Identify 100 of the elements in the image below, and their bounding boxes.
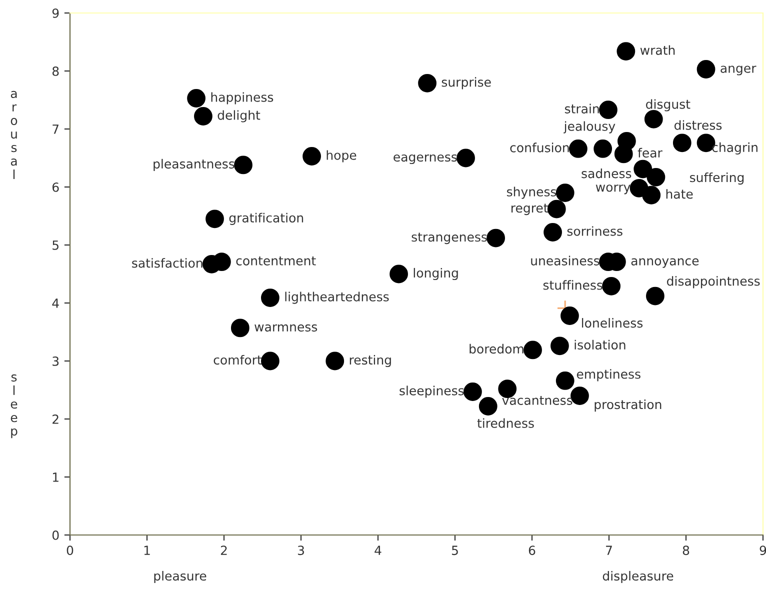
y-tick-label: 4 xyxy=(52,298,59,308)
point xyxy=(302,147,321,166)
annotation: disgust xyxy=(646,99,690,112)
annotation: isolation xyxy=(574,340,626,350)
point xyxy=(550,336,569,356)
text: sleep xyxy=(10,374,18,438)
y-tick-label: 6 xyxy=(52,182,59,192)
x-tick-label: 8 xyxy=(682,546,690,556)
annotation: happiness xyxy=(211,92,274,104)
annotation: strangeness xyxy=(412,232,487,244)
point xyxy=(569,140,588,158)
annotation: surprise xyxy=(442,77,491,90)
annotation: hate xyxy=(666,189,693,199)
annotation: sleepiness xyxy=(400,386,464,398)
point xyxy=(544,223,562,242)
annotation: eagerness xyxy=(394,154,457,164)
point xyxy=(230,318,250,338)
annotation: gratification xyxy=(229,212,304,225)
x-tick-label: 6 xyxy=(528,546,536,556)
annotation: annoyance xyxy=(631,258,699,268)
y-tick-label: 1 xyxy=(53,472,58,482)
point xyxy=(194,107,212,126)
point xyxy=(486,228,506,248)
point xyxy=(672,134,692,152)
x-tick-label: 1 xyxy=(144,546,150,555)
x-axis-title: pleasure xyxy=(154,570,206,584)
point xyxy=(696,60,716,78)
point xyxy=(614,144,633,164)
point xyxy=(524,340,542,360)
annotation: comfort xyxy=(214,354,262,365)
annotation: jealousy xyxy=(564,121,616,134)
point xyxy=(456,148,475,168)
point xyxy=(634,160,652,178)
annotation: uneasiness xyxy=(531,256,600,266)
x-tick-label: 2 xyxy=(220,546,227,555)
point xyxy=(418,74,436,92)
annotation: anger xyxy=(720,66,756,76)
y-tick-label: 9 xyxy=(52,8,59,18)
annotation: longing xyxy=(414,268,458,280)
annotation: chagrin xyxy=(712,142,758,155)
annotation: tiredness xyxy=(477,418,534,428)
point xyxy=(560,306,579,325)
x-tick-label: 0 xyxy=(66,546,74,556)
point xyxy=(556,372,574,390)
annotation: disappointness xyxy=(667,276,760,288)
annotation: sadness xyxy=(582,168,632,178)
point xyxy=(234,156,252,174)
annotation: confusion xyxy=(510,142,569,152)
y-tick-label: 8 xyxy=(52,66,59,76)
annotation: distress xyxy=(674,120,722,130)
point xyxy=(646,168,666,186)
y-tick-label: 0 xyxy=(52,530,59,540)
annotation: contentment xyxy=(236,256,316,266)
text: displeasure xyxy=(602,570,674,584)
point xyxy=(646,286,664,306)
point xyxy=(390,264,408,284)
point xyxy=(642,186,661,204)
annotation: strain xyxy=(564,104,599,114)
point xyxy=(556,184,574,202)
annotation: prostration xyxy=(594,399,662,412)
annotation: lightheartedness xyxy=(285,292,389,304)
point xyxy=(464,382,482,401)
annotation: satisfaction xyxy=(132,258,202,268)
point xyxy=(326,352,344,370)
point xyxy=(602,276,621,296)
point xyxy=(478,397,498,416)
annotation: resting xyxy=(350,354,391,368)
annotation: emptiness xyxy=(576,369,640,382)
y-tick-label: 5 xyxy=(52,240,58,250)
x-tick-label: 7 xyxy=(606,546,612,555)
annotation: loneliness xyxy=(582,318,643,328)
point xyxy=(594,140,612,158)
point xyxy=(599,100,618,120)
annotation: sorriness xyxy=(567,226,622,236)
annotation: pleasantness xyxy=(154,158,234,172)
annotation: worry xyxy=(596,184,630,194)
y-tick-label: 3 xyxy=(52,356,59,366)
annotation: vacantness xyxy=(502,396,572,405)
annotation: warmness xyxy=(254,324,318,332)
annotation: regret xyxy=(512,204,548,216)
y-tick-label: 2 xyxy=(52,414,58,424)
x-tick-label: 5 xyxy=(452,546,458,556)
annotation: wrath xyxy=(640,45,675,55)
point xyxy=(547,200,566,218)
annotation: fear xyxy=(638,148,662,158)
annotation: delight xyxy=(218,110,260,122)
x-tick-label: 3 xyxy=(298,546,304,556)
x-tick-label: 9 xyxy=(760,546,766,556)
x-tick-label: 4 xyxy=(374,546,382,555)
y-tick-label: 7 xyxy=(52,124,59,134)
point xyxy=(616,42,636,60)
point xyxy=(261,288,280,307)
point xyxy=(261,352,280,370)
point xyxy=(644,110,663,128)
annotation: hope xyxy=(326,150,356,162)
annotation: stuffiness xyxy=(543,280,602,290)
annotation: suffering xyxy=(690,172,744,185)
y-axis-title: arousal xyxy=(10,90,18,180)
point xyxy=(187,89,206,108)
annotation: boredom xyxy=(470,344,524,354)
